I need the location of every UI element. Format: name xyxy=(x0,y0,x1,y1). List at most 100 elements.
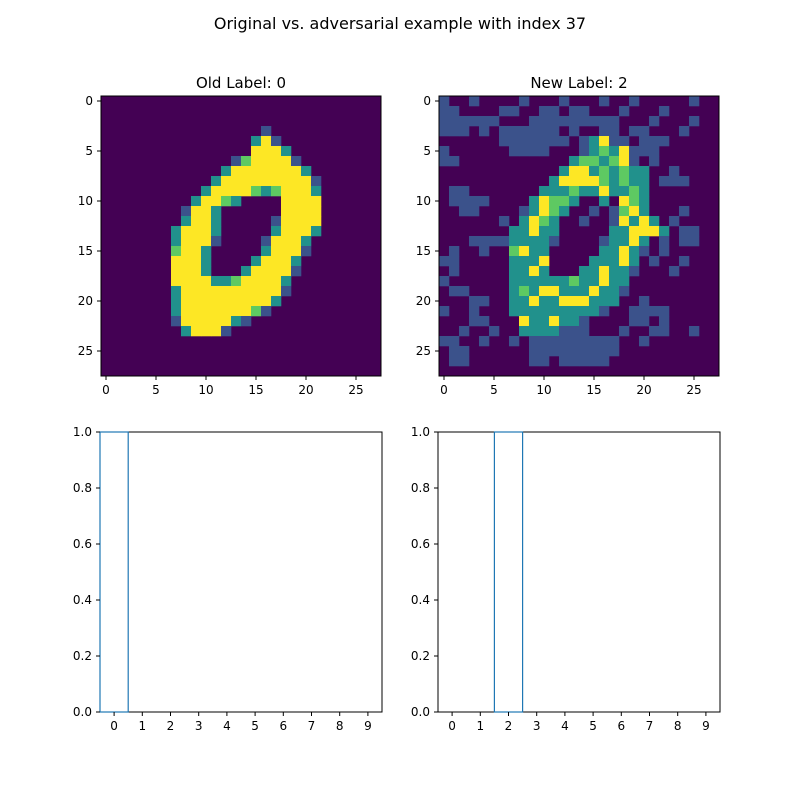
heatmap-cell xyxy=(211,196,222,207)
heatmap-cell xyxy=(579,216,590,227)
heatmap-cell xyxy=(291,226,302,237)
heatmap-cell xyxy=(191,256,202,267)
heatmap-cell xyxy=(211,226,222,237)
heatmap-cell xyxy=(559,346,570,357)
heatmap-cell xyxy=(559,326,570,337)
y-tick-label: 0.2 xyxy=(411,649,430,663)
heatmap-cell xyxy=(221,296,232,307)
heatmap-cell xyxy=(689,96,700,107)
heatmap-cell xyxy=(629,156,640,167)
x-tick-label: 6 xyxy=(279,719,287,733)
heatmap-cell xyxy=(201,296,212,307)
heatmap-cell xyxy=(281,286,292,297)
heatmap-cell xyxy=(599,346,610,357)
heatmap-cell xyxy=(519,276,530,287)
y-tick-label: 10 xyxy=(78,194,93,208)
heatmap-cell xyxy=(479,246,490,257)
heatmap-cell xyxy=(449,356,460,367)
heatmap-cell xyxy=(519,136,530,147)
heatmap-cell xyxy=(549,206,560,217)
heatmap-cell xyxy=(241,286,252,297)
heatmap-cell xyxy=(529,256,540,267)
heatmap-cell xyxy=(191,316,202,327)
heatmap-cell xyxy=(619,226,630,237)
heatmap-cell xyxy=(599,356,610,367)
heatmap-cell xyxy=(539,336,550,347)
x-tick-label: 3 xyxy=(533,719,541,733)
heatmap-cell xyxy=(519,96,530,107)
heatmap-cell xyxy=(529,266,540,277)
heatmap-cell xyxy=(191,246,202,257)
heatmap-cell xyxy=(449,286,460,297)
heatmap-cell xyxy=(639,196,650,207)
heatmap-cell xyxy=(619,326,630,337)
heatmap-cell xyxy=(679,226,690,237)
heatmap-cell xyxy=(529,226,540,237)
heatmap-cell xyxy=(449,346,460,357)
heatmap-cell xyxy=(659,326,670,337)
heatmap-cell xyxy=(629,146,640,157)
heatmap-cell xyxy=(539,256,550,267)
heatmap-cell xyxy=(171,276,182,287)
heatmap-cell xyxy=(659,246,670,257)
heatmap-cell xyxy=(629,256,640,267)
heatmap-cell xyxy=(569,336,580,347)
x-tick-label: 20 xyxy=(636,383,651,397)
heatmap-cell xyxy=(629,166,640,177)
heatmap-cell xyxy=(579,136,590,147)
heatmap-cell xyxy=(679,176,690,187)
heatmap-cell xyxy=(301,166,312,177)
heatmap-cell xyxy=(181,206,192,217)
heatmap-cell xyxy=(281,146,292,157)
heatmap-cell xyxy=(579,336,590,347)
heatmap-cell xyxy=(281,246,292,257)
heatmap-cell xyxy=(589,266,600,277)
heatmap-frame xyxy=(100,95,382,377)
heatmap-cell xyxy=(639,246,650,257)
y-tick-label: 15 xyxy=(78,244,93,258)
heatmap-cell xyxy=(509,226,520,237)
heatmap-cell xyxy=(261,246,272,257)
heatmap-cell xyxy=(569,186,580,197)
heatmap-cell xyxy=(609,236,620,247)
heatmap-cell xyxy=(231,186,242,197)
heatmap-cell xyxy=(549,306,560,317)
heatmap-cell xyxy=(519,296,530,307)
heatmap-cell xyxy=(609,176,620,187)
heatmap-cell xyxy=(291,166,302,177)
heatmap-cell xyxy=(629,226,640,237)
heatmap-cell xyxy=(609,146,620,157)
heatmap-cell xyxy=(509,286,520,297)
heatmap-cell xyxy=(291,216,302,227)
heatmap-cell xyxy=(449,266,460,277)
heatmap-cell xyxy=(629,316,640,327)
y-tick-label: 0.8 xyxy=(411,481,430,495)
heatmap-cell xyxy=(509,266,520,277)
heatmap-cell xyxy=(609,226,620,237)
heatmap-cell xyxy=(559,116,570,127)
heatmap-cell xyxy=(439,256,450,267)
heatmap-cell xyxy=(599,286,610,297)
heatmap-cell xyxy=(599,256,610,267)
heatmap-cell xyxy=(689,326,700,337)
heatmap-cell xyxy=(549,216,560,227)
heatmap-cell xyxy=(559,206,570,217)
heatmap-cell xyxy=(281,276,292,287)
heatmap-cell xyxy=(171,296,182,307)
heatmap-cell xyxy=(519,266,530,277)
heatmap-cell xyxy=(579,106,590,117)
heatmap-cell xyxy=(529,296,540,307)
heatmap-cell xyxy=(201,186,212,197)
heatmap-cell xyxy=(499,126,510,137)
y-tick-label: 1.0 xyxy=(73,425,92,439)
heatmap-cell xyxy=(549,296,560,307)
heatmap-cell xyxy=(271,286,282,297)
heatmap-cell xyxy=(519,236,530,247)
x-tick-label: 25 xyxy=(686,383,701,397)
heatmap-cell xyxy=(181,316,192,327)
heatmap-cell xyxy=(271,176,282,187)
heatmap-cell xyxy=(649,326,660,337)
heatmap-cell xyxy=(549,226,560,237)
heatmap-cell xyxy=(489,116,500,127)
y-tick-label: 25 xyxy=(416,344,431,358)
